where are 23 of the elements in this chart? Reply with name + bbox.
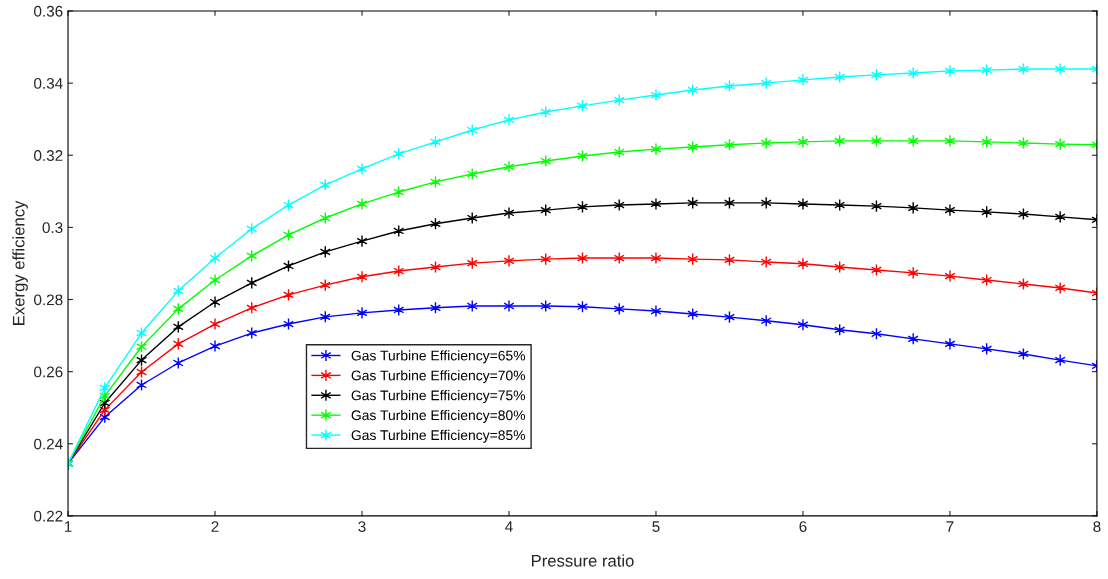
y-tick-label: 0.3 <box>42 222 63 234</box>
x-tick-label: 7 <box>946 521 954 532</box>
legend-label: Gas Turbine Efficiency=75% <box>351 390 526 404</box>
x-tick-label: 4 <box>505 521 513 532</box>
y-tick-label: 0.36 <box>34 5 63 17</box>
legend-label: Gas Turbine Efficiency=80% <box>351 409 526 423</box>
x-tick-label: 5 <box>652 521 660 532</box>
y-tick-label: 0.22 <box>34 510 63 522</box>
y-tick-label: 0.28 <box>34 294 63 306</box>
x-tick-label: 1 <box>64 521 72 532</box>
x-axis-title: Pressure ratio <box>531 554 634 567</box>
y-tick-label: 0.24 <box>34 438 63 450</box>
x-tick-label: 8 <box>1093 521 1101 532</box>
x-tick-label: 3 <box>358 521 366 532</box>
legend-label: Gas Turbine Efficiency=65% <box>351 350 526 364</box>
y-tick-label: 0.34 <box>34 78 63 89</box>
x-tick-label: 2 <box>211 521 219 532</box>
y-axis-title: Exergy efficiency <box>12 200 28 325</box>
x-tick-label: 6 <box>799 521 807 532</box>
y-tick-label: 0.26 <box>34 366 63 378</box>
y-tick-label: 0.32 <box>34 150 63 161</box>
legend-label: Gas Turbine Efficiency=85% <box>351 429 526 443</box>
legend-label: Gas Turbine Efficiency=70% <box>351 370 526 384</box>
